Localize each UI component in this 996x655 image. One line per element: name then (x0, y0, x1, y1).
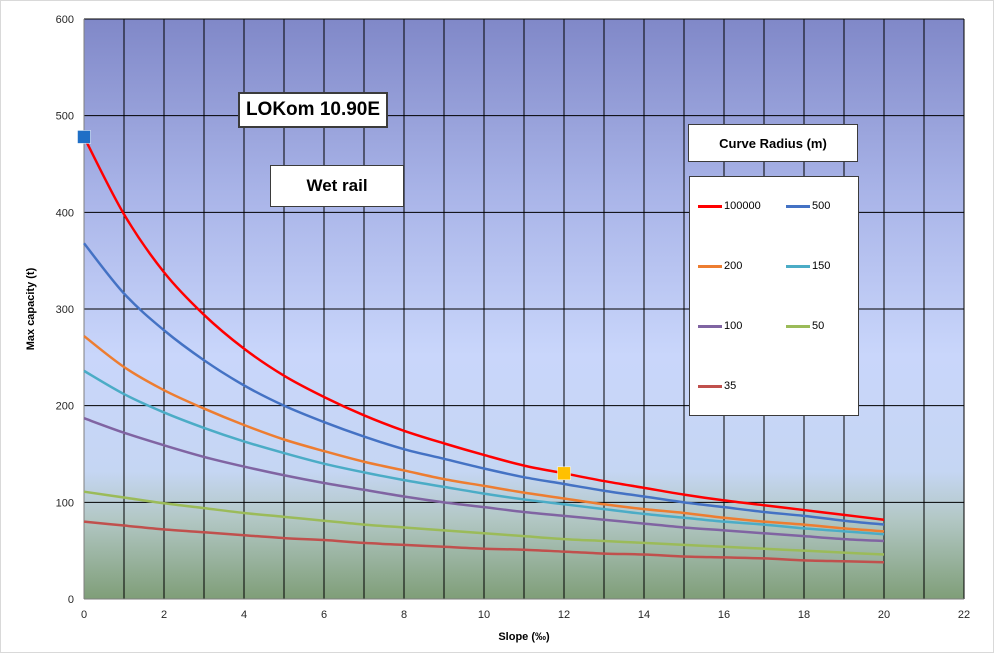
legend-label: 50 (812, 320, 825, 332)
x-tick-label: 20 (878, 609, 890, 621)
data-marker-2 (557, 466, 571, 481)
legend-title: Curve Radius (m) (688, 124, 858, 162)
legend-swatch (698, 204, 722, 208)
x-tick-label: 16 (718, 609, 730, 621)
data-marker-1 (77, 130, 91, 144)
y-tick-label: 200 (56, 401, 74, 413)
y-tick-label: 600 (56, 14, 74, 26)
x-tick-label: 8 (401, 609, 407, 621)
y-tick-label: 500 (56, 111, 74, 123)
y-tick-label: 400 (56, 207, 74, 219)
chart-subtitle: Wet rail (270, 165, 404, 207)
legend-entry-100: 100 (698, 320, 742, 332)
series-lines (82, 136, 885, 564)
series-line-50 (83, 490, 885, 556)
legend-label: 500 (812, 200, 831, 212)
series-line-150 (83, 369, 885, 536)
legend: 100000 500 200 150 100 50 35 (689, 176, 859, 416)
legend-entry-35: 35 (698, 380, 736, 392)
y-tick-label: 100 (56, 497, 74, 509)
legend-swatch (698, 384, 722, 388)
x-tick-label: 2 (161, 609, 167, 621)
legend-label: 100000 (724, 200, 761, 212)
legend-entry-50: 50 (786, 320, 824, 332)
x-axis-title: Slope (‰) (498, 631, 550, 643)
series-line-35 (83, 520, 885, 564)
legend-entry-500: 500 (786, 200, 830, 212)
x-tick-label: 18 (798, 609, 810, 621)
chart-title: LOKom 10.90E (238, 92, 388, 128)
x-tick-label: 10 (478, 609, 490, 621)
markers (77, 130, 571, 481)
legend-label: 150 (812, 260, 831, 272)
legend-swatch (786, 324, 810, 328)
y-axis-title: Max capacity (t) (25, 267, 37, 350)
legend-entry-100000: 100000 (698, 200, 761, 212)
legend-label: 35 (724, 380, 737, 392)
legend-label: 200 (724, 260, 743, 272)
x-tick-label: 4 (241, 609, 247, 621)
x-tick-label: 22 (958, 609, 970, 621)
y-tick-label: 300 (56, 304, 74, 316)
axes: 0 2 4 6 8 10 12 14 16 18 20 22 0 100 200 300 400 500 600 (56, 14, 970, 621)
series-line-100000 (82, 136, 885, 521)
legend-entry-200: 200 (698, 260, 742, 272)
legend-swatch (698, 264, 722, 268)
series-line-200 (83, 335, 885, 533)
legend-swatch (786, 204, 810, 208)
series-line-100 (83, 417, 885, 543)
x-tick-label: 12 (558, 609, 570, 621)
legend-swatch (698, 324, 722, 328)
series-line-500 (83, 242, 885, 526)
legend-entry-150: 150 (786, 260, 830, 272)
legend-swatch (786, 264, 810, 268)
x-tick-label: 6 (321, 609, 327, 621)
x-tick-label: 0 (81, 609, 87, 621)
x-tick-label: 14 (638, 609, 650, 621)
legend-label: 100 (724, 320, 743, 332)
y-tick-label: 0 (68, 594, 74, 606)
